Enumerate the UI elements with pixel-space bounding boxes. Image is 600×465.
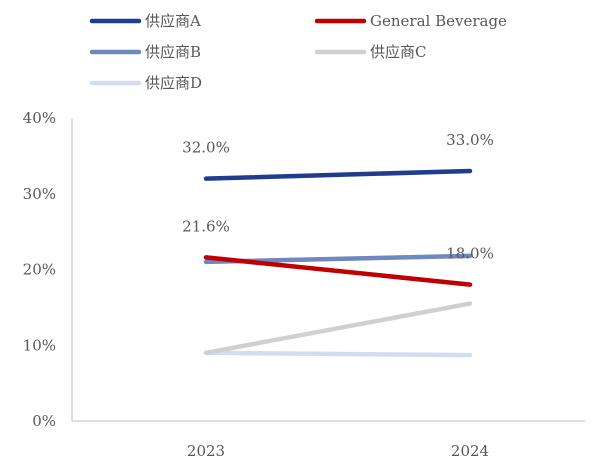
- legend-label-series-1: General Beverage: [370, 12, 507, 30]
- series-line-3: [203, 301, 473, 356]
- legend: 供应商A General Beverage 供应商B 供应商C 供应商D: [89, 12, 507, 92]
- data-label-series-1: 21.6%: [182, 217, 230, 235]
- legend-label-series-3: 供应商C: [370, 43, 426, 61]
- x-tick-label: 2024: [451, 442, 489, 460]
- legend-label-series-0: 供应商A: [145, 12, 201, 30]
- y-axis: 0% 10% 20% 30% 40%: [23, 109, 73, 430]
- series-line-0: [203, 168, 473, 181]
- x-axis: 2023 2024: [72, 420, 585, 460]
- y-tick-label: 20%: [23, 261, 56, 279]
- series-line-4: [203, 350, 473, 358]
- y-tick-label: 40%: [23, 109, 56, 127]
- data-label-series-0: 33.0%: [446, 131, 494, 149]
- x-tick-label: 2023: [187, 442, 225, 460]
- series-line-1: [203, 255, 473, 287]
- data-labels: 32.0% 33.0% 21.6% 18.0%: [182, 131, 494, 263]
- data-label-series-0: 32.0%: [182, 139, 230, 157]
- y-tick-label: 10%: [23, 336, 56, 354]
- series-lines: [203, 168, 473, 358]
- y-tick-label: 30%: [23, 185, 56, 203]
- y-tick-label: 0%: [32, 412, 56, 430]
- data-label-series-1: 18.0%: [446, 245, 494, 263]
- legend-label-series-2: 供应商B: [145, 43, 201, 61]
- legend-label-series-4: 供应商D: [145, 74, 202, 92]
